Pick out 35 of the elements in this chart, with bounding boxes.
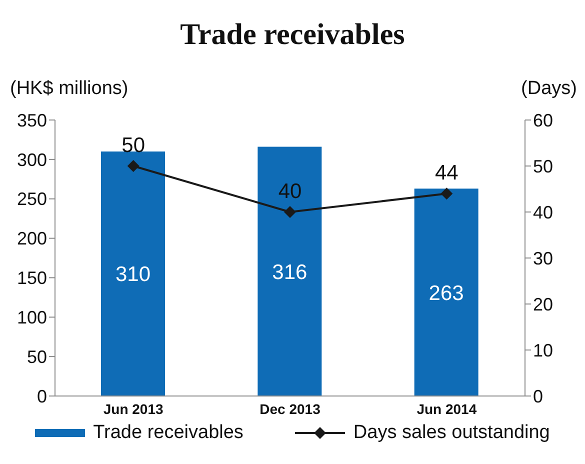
chart-title: Trade receivables xyxy=(179,18,406,52)
legend-label: Days sales outstanding xyxy=(353,422,550,444)
data-label: 310 xyxy=(115,263,151,286)
data-label: 44 xyxy=(434,162,459,185)
y-tick-label: 250 xyxy=(16,189,47,210)
y2-tick-label: 0 xyxy=(533,386,544,406)
bar xyxy=(101,152,165,396)
data-label: 263 xyxy=(428,282,464,305)
data-label: 316 xyxy=(272,260,308,284)
y2-axis-title: (Days) xyxy=(521,78,577,100)
legend-label: Trade receivables xyxy=(93,422,244,444)
y2-tick-label: 10 xyxy=(533,340,554,360)
data-label: 40 xyxy=(278,180,302,203)
y-tick-label: 300 xyxy=(16,150,47,170)
y2-tick-label: 30 xyxy=(533,248,554,268)
data-label: 50 xyxy=(122,134,146,157)
y-tick-label: 200 xyxy=(16,228,47,249)
x-tick-label: Jun 2013 xyxy=(103,400,164,417)
y2-tick-label: 20 xyxy=(533,294,554,314)
y2-tick-label: 60 xyxy=(533,110,554,130)
y-tick-label: 150 xyxy=(16,268,47,288)
y2-tick-label: 50 xyxy=(533,156,554,176)
x-tick-label: Jun 2014 xyxy=(416,400,477,417)
point xyxy=(440,188,453,200)
x-tick-label: Dec 2013 xyxy=(260,400,321,417)
y-tick-label: 100 xyxy=(16,308,47,328)
point xyxy=(127,160,140,172)
y2-tick-label: 40 xyxy=(533,202,554,222)
bar xyxy=(258,146,322,396)
point xyxy=(284,206,296,218)
y-tick-label: 50 xyxy=(26,346,47,367)
bar xyxy=(414,188,478,396)
y-axis-title: (HK$ millions) xyxy=(10,78,128,100)
y-tick-label: 350 xyxy=(16,110,47,130)
y-tick-label: 0 xyxy=(36,386,47,406)
